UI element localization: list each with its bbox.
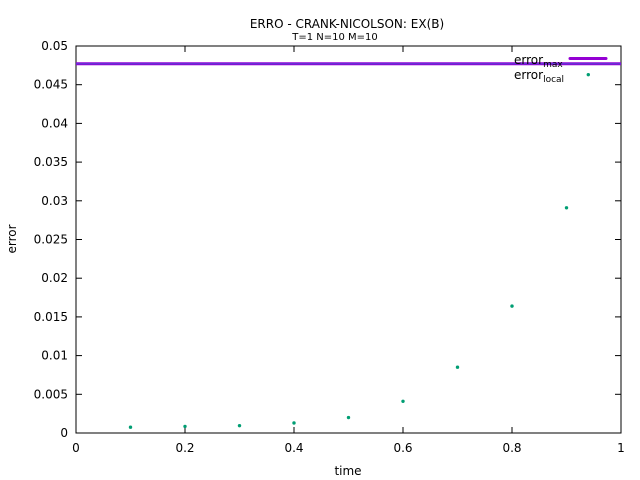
data-point-error-local [510,304,514,308]
data-point-error-local [564,206,569,210]
x-tick-label: 0.8 [502,441,521,455]
data-point-error-local [455,365,460,369]
x-axis: 0 0.2 0.4 0.6 0.8 1 [72,46,625,455]
x-tick-label: 0.2 [175,441,194,455]
data-point-error-local [292,421,296,425]
chart-subtitle: T=1 N=10 M=10 [291,32,378,43]
y-tick-label: 0.025 [34,233,68,247]
y-tick-label: 0.01 [41,349,68,363]
legend-label-local-sub: local [543,75,564,85]
y-tick-label: 0.015 [34,310,68,324]
legend: errormax errorlocal [514,53,608,85]
y-tick-label: 0.05 [41,39,68,53]
series-layer [76,62,621,429]
data-point-error-local [237,423,242,428]
y-tick-label: 0.045 [34,78,68,92]
x-tick-label: 0.4 [284,441,303,455]
y-tick-label: 0.035 [34,155,68,169]
data-point-error-local [128,425,133,429]
y-axis-label: error [5,224,19,253]
x-tick-label: 0 [72,441,80,455]
legend-label-local: errorlocal [514,68,564,85]
legend-label-local-main: error [514,68,543,82]
y-axis: 0 0.005 0.01 0.015 0.02 0.025 0.03 0.035 0.04 0.0… [34,39,621,440]
data-point-error-local [401,399,405,403]
y-tick-label: 0.005 [34,387,68,401]
data-point-error-local [586,72,590,77]
data-point-error-local [183,424,187,429]
legend-label-max: errormax [514,53,563,70]
x-tick-label: 0.6 [393,441,412,455]
legend-label-max-main: error [514,53,543,67]
legend-label-max-sub: max [543,60,563,70]
y-tick-label: 0.02 [41,271,68,285]
x-axis-label: time [334,464,361,478]
data-point-error-local [346,415,351,420]
y-tick-label: 0.04 [41,116,68,130]
x-tick-label: 1 [617,441,625,455]
y-tick-label: 0.03 [41,194,68,208]
y-tick-label: 0 [60,426,68,440]
chart-title: ERRO - CRANK-NICOLSON: EX(B) [250,17,444,31]
plot-border [75,45,622,434]
